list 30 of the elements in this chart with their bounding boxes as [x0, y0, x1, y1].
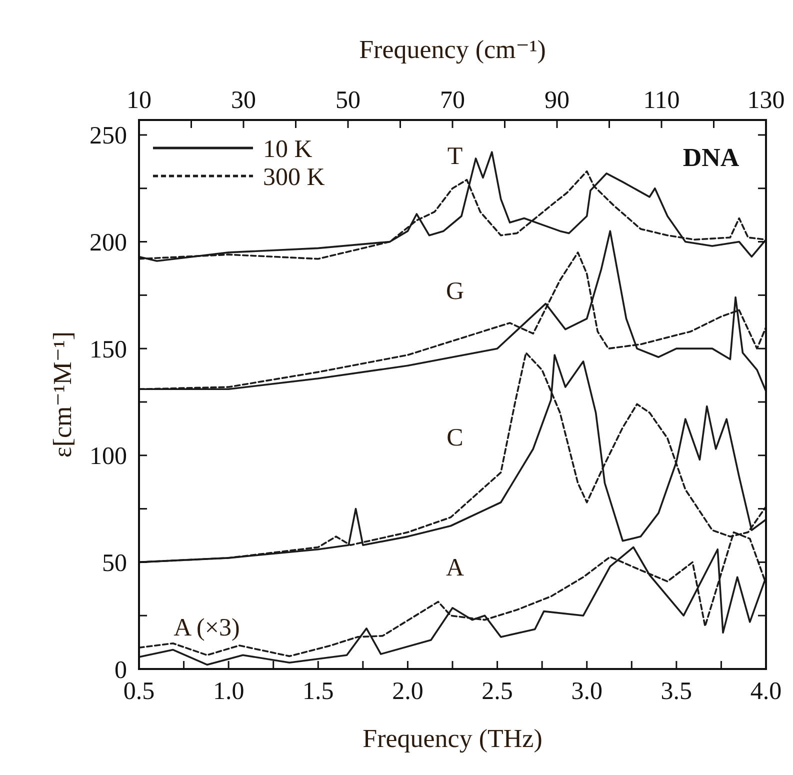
- x-tick-label: 4.0: [750, 678, 782, 705]
- x2-tick-label: 90: [544, 87, 570, 114]
- x2-tick-label: 30: [231, 87, 256, 114]
- annotation: A (×3): [174, 614, 240, 642]
- legend-label: 10 K: [263, 136, 312, 163]
- y-tick-label: 150: [90, 336, 127, 364]
- y-axis-title: ε[cm⁻¹M⁻¹]: [48, 331, 77, 458]
- x2-tick-label: 50: [336, 87, 360, 114]
- x-tick-label: 3.0: [571, 678, 602, 705]
- x-tick-label: 3.5: [660, 678, 692, 705]
- x2-axis-title: Frequency (cm⁻¹): [359, 35, 546, 64]
- y-tick-label: 100: [90, 443, 127, 470]
- x2-tick-label: 110: [643, 87, 680, 114]
- annotation: A: [446, 554, 464, 582]
- x-tick-label: 1.5: [302, 678, 334, 705]
- x2-tick-label: 10: [126, 87, 152, 114]
- legend-label: 300 K: [263, 164, 325, 191]
- annotation: T: [447, 142, 463, 170]
- y-tick-label: 200: [90, 230, 127, 257]
- x-tick-label: 1.0: [212, 678, 244, 705]
- y-tick-label: 50: [102, 550, 127, 577]
- x2-tick-label: 70: [440, 87, 465, 114]
- text: DNA: [682, 143, 740, 172]
- x2-tick-label: 130: [747, 87, 785, 114]
- x-axis-title: Frequency (THz): [362, 724, 542, 753]
- annotation: G: [446, 278, 464, 305]
- y-tick-label: 250: [90, 122, 127, 150]
- x-tick-label: 2.5: [482, 678, 513, 705]
- x-tick-label: 2.0: [392, 678, 424, 705]
- annotation: C: [446, 424, 464, 452]
